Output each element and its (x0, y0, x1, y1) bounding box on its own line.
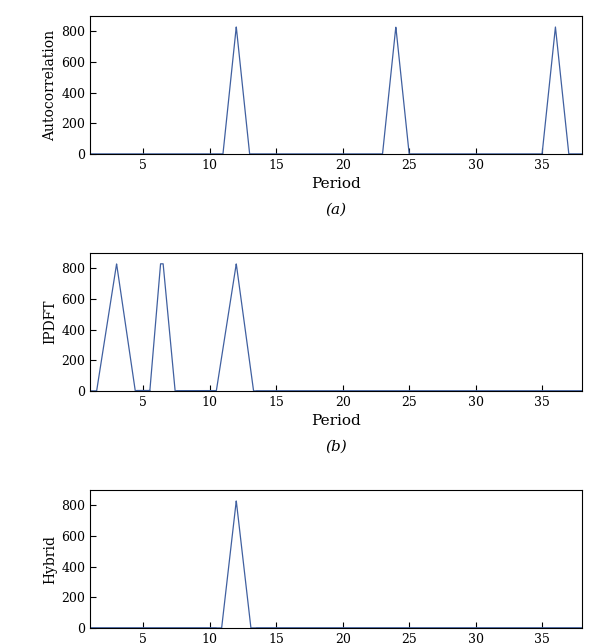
Text: (b): (b) (325, 439, 347, 453)
Y-axis label: Autocorrelation: Autocorrelation (43, 30, 57, 140)
X-axis label: Period: Period (311, 414, 361, 428)
Y-axis label: Hybrid: Hybrid (43, 535, 57, 583)
X-axis label: Period: Period (311, 177, 361, 191)
Text: (a): (a) (325, 202, 347, 216)
Y-axis label: IPDFT: IPDFT (43, 299, 57, 345)
